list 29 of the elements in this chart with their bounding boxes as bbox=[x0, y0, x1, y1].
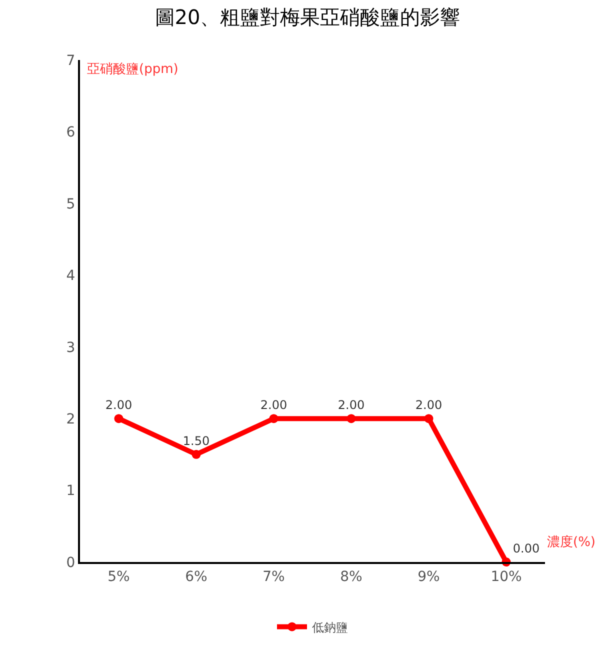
y-tick-label: 6 bbox=[66, 124, 76, 141]
point bbox=[424, 414, 434, 424]
y-tick-label: 1 bbox=[66, 483, 76, 500]
x-tick-label: 8% bbox=[340, 568, 362, 585]
legend-label: 低鈉鹽 bbox=[312, 620, 348, 634]
y-tick-label: 2 bbox=[66, 411, 76, 428]
x-tick-label: 5% bbox=[108, 568, 130, 585]
y-axis-title: 亞硝酸鹽(ppm) bbox=[87, 62, 178, 77]
y-tick-label: 7 bbox=[66, 52, 76, 69]
point bbox=[269, 414, 278, 424]
point bbox=[114, 414, 124, 424]
data-label: 2.00 bbox=[338, 398, 365, 412]
x-tick-label: 9% bbox=[418, 568, 440, 585]
x-tick-label: 6% bbox=[185, 568, 208, 585]
x-tick-label: 7% bbox=[262, 568, 285, 585]
y-tick-label: 4 bbox=[66, 268, 76, 284]
data-label: 2.00 bbox=[105, 398, 132, 412]
x-tick-label: 10% bbox=[490, 568, 522, 585]
x-axis-title: 濃度(%) bbox=[547, 534, 596, 550]
y-tick-label: 3 bbox=[66, 340, 76, 356]
y-tick-label: 5 bbox=[66, 196, 76, 212]
data-label: 0.00 bbox=[512, 541, 540, 556]
data-label: 1.50 bbox=[182, 434, 210, 448]
chart-title: 圖20、粗鹽對梅果亞硝酸鹽的影響 bbox=[154, 4, 460, 29]
y-tick-label: 0 bbox=[66, 554, 76, 571]
point bbox=[346, 414, 356, 424]
data-label: 2.00 bbox=[415, 398, 442, 412]
data-label: 2.00 bbox=[260, 398, 288, 412]
point bbox=[192, 450, 201, 459]
